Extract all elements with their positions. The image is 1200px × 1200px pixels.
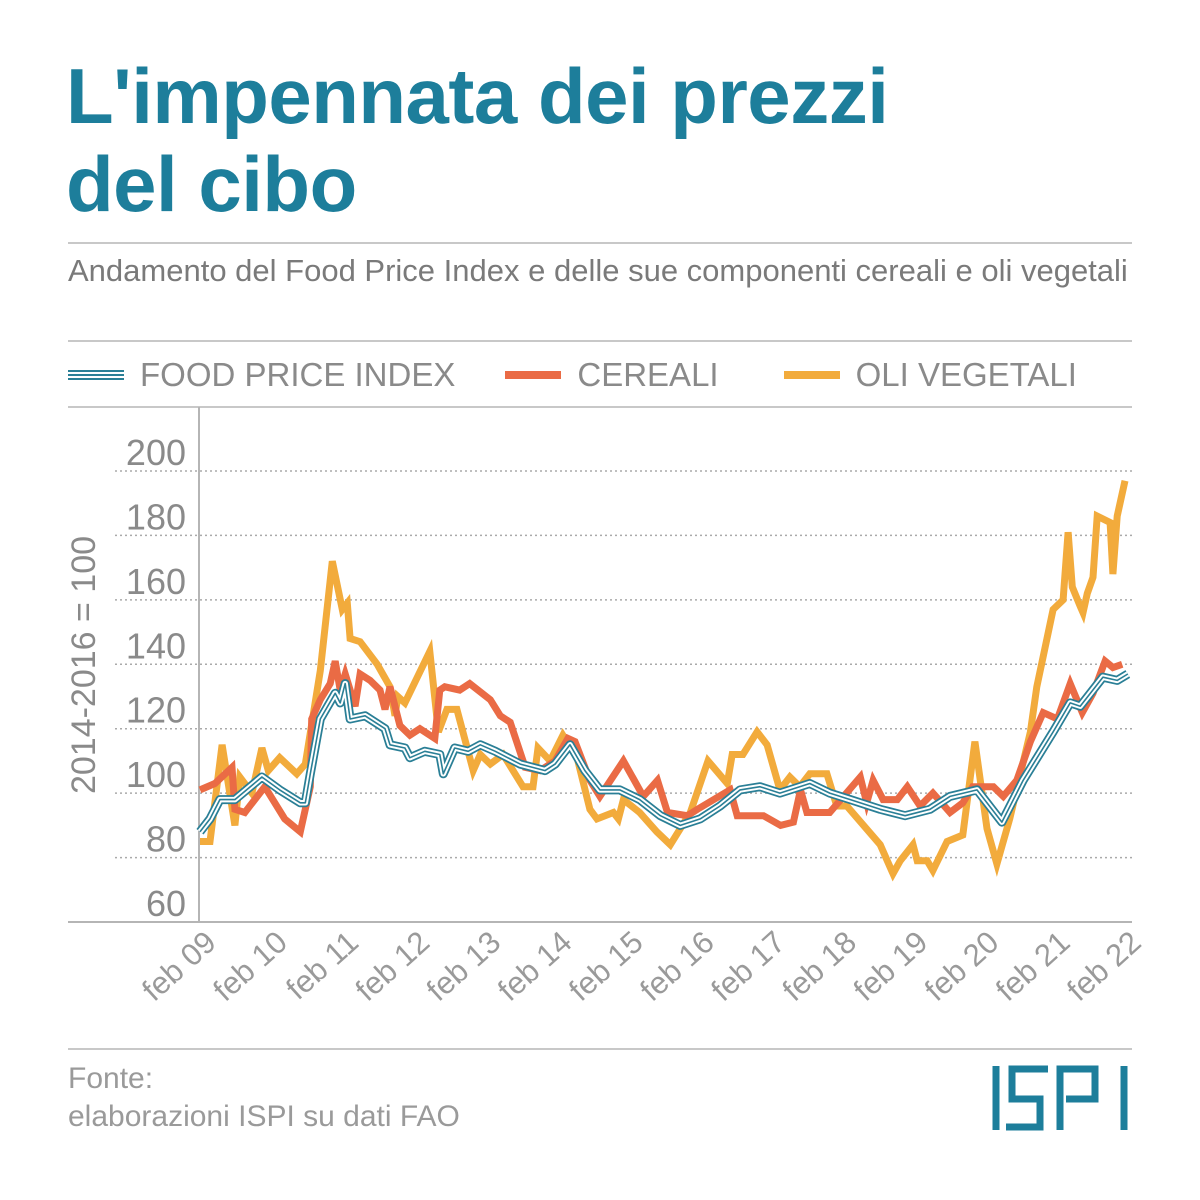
legend-swatch-oli — [783, 371, 840, 379]
legend: FOOD PRICE INDEX CEREALI OLI VEGETALI — [68, 352, 1127, 398]
y-tick-label: 120 — [126, 690, 186, 731]
x-tick-label: feb 18 — [776, 924, 863, 1008]
y-tick-label: 180 — [126, 496, 186, 537]
x-tick-label: feb 13 — [420, 924, 507, 1008]
divider — [68, 406, 1132, 408]
legend-swatch-cereali — [505, 371, 562, 379]
x-tick-label: feb 11 — [279, 924, 365, 1006]
x-tick-label: feb 17 — [704, 924, 791, 1008]
legend-item-fpi: FOOD PRICE INDEX — [68, 356, 455, 394]
logo-mark — [992, 1065, 1128, 1131]
legend-label: OLI VEGETALI — [855, 356, 1077, 393]
x-tick-label: feb 21 — [989, 924, 1076, 1008]
series-center — [199, 673, 1129, 833]
x-tick-label: feb 10 — [206, 924, 293, 1008]
y-tick-label: 160 — [126, 561, 186, 602]
x-tick-label: feb 09 — [135, 924, 222, 1008]
y-tick-label: 80 — [146, 819, 186, 860]
legend-label: CEREALI — [577, 356, 719, 393]
source-text: elaborazioni ISPI su dati FAO — [68, 1100, 460, 1133]
x-tick-label: feb 19 — [847, 924, 934, 1008]
title-line-2: del cibo — [66, 140, 357, 228]
y-tick-label: 200 — [126, 432, 186, 473]
y-tick-label: 100 — [126, 754, 186, 795]
legend-item-oli: OLI VEGETALI — [783, 356, 1077, 394]
x-tick-label: feb 15 — [562, 924, 649, 1008]
divider — [68, 1048, 1132, 1050]
source-label: Fonte: — [68, 1062, 154, 1095]
subtitle: Andamento del Food Price Index e delle s… — [68, 253, 1128, 288]
y-tick-label: 140 — [126, 625, 186, 666]
x-tick-label: feb 22 — [1060, 924, 1147, 1008]
page-title: L'impennata dei prezzi del cibo — [66, 52, 1166, 228]
series-line-food-price-index — [196, 670, 1131, 835]
divider — [68, 340, 1132, 342]
y-tick-label: 60 — [146, 883, 186, 924]
ispi-logo — [990, 1064, 1132, 1137]
legend-swatch-fpi — [68, 370, 124, 380]
x-tick-label: feb 20 — [918, 924, 1005, 1008]
y-axis-label: 2014-2016 = 100 — [65, 536, 103, 794]
legend-item-cereali: CEREALI — [505, 356, 719, 394]
legend-label: FOOD PRICE INDEX — [140, 356, 456, 393]
source-note: Fonte: elaborazioni ISPI su dati FAO — [68, 1060, 460, 1136]
x-tick-label: feb 12 — [349, 924, 436, 1008]
x-tick-label: feb 16 — [633, 924, 720, 1008]
title-line-1: L'impennata dei prezzi — [66, 52, 889, 140]
x-tick-label: feb 14 — [491, 924, 578, 1008]
divider — [68, 242, 1132, 244]
